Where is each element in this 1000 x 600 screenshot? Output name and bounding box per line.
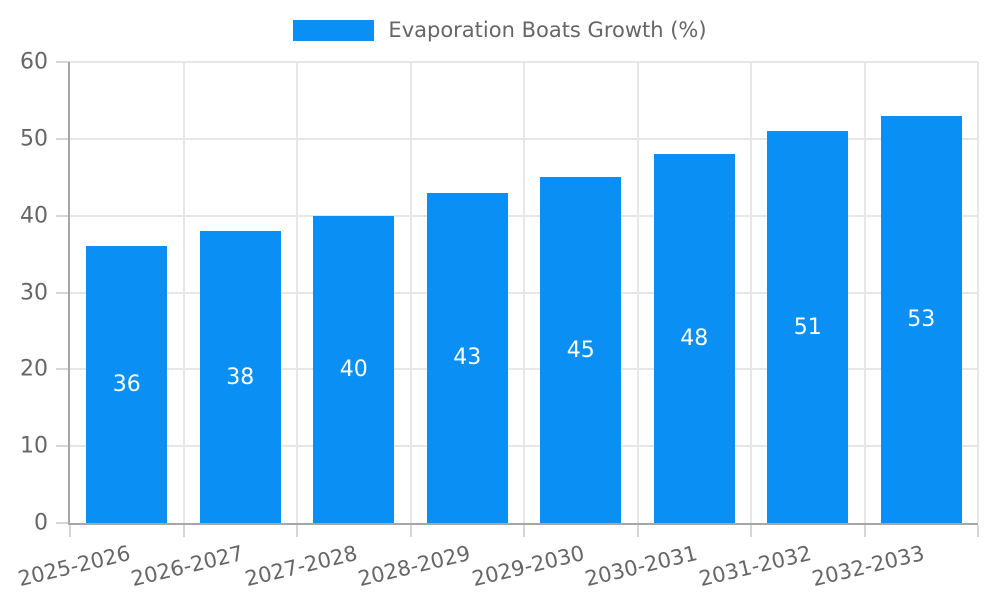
y-axis-tick <box>56 214 70 217</box>
bar: 51 <box>767 131 849 523</box>
y-axis-tick-label: 0 <box>34 510 48 536</box>
gridline-vertical <box>863 62 866 523</box>
x-axis-tick <box>977 525 979 537</box>
x-axis-tick <box>523 525 525 537</box>
y-axis-tick <box>56 368 70 371</box>
bar: 36 <box>86 246 168 523</box>
x-axis-tick <box>750 525 752 537</box>
y-axis-tick <box>56 291 70 294</box>
bar-value-label: 43 <box>453 345 482 371</box>
gridline-vertical <box>636 62 639 523</box>
y-axis-tick <box>56 522 70 524</box>
legend-label: Evaporation Boats Growth (%) <box>388 18 707 42</box>
x-axis-tick <box>636 525 639 537</box>
y-axis-tick-label: 10 <box>20 433 48 459</box>
x-axis-tick <box>296 525 298 537</box>
gridline-vertical <box>523 62 525 523</box>
y-axis-tick-label: 30 <box>20 280 48 305</box>
x-axis-tick <box>863 525 866 537</box>
x-axis-tick <box>409 525 412 537</box>
bar: 53 <box>880 115 962 523</box>
bar-value-label: 38 <box>226 364 255 390</box>
bar-value-label: 36 <box>112 372 141 398</box>
gridline-vertical <box>296 62 298 523</box>
y-axis-tick <box>56 445 70 448</box>
y-axis-tick <box>56 61 70 63</box>
bar-value-label: 45 <box>566 337 595 363</box>
bar-value-label: 48 <box>680 326 709 352</box>
bar-value-label: 53 <box>907 306 936 332</box>
bar: 48 <box>653 154 735 523</box>
bar-value-label: 40 <box>339 356 368 382</box>
gridline-vertical <box>750 62 752 523</box>
gridline-vertical <box>977 62 979 523</box>
gridline-vertical <box>182 62 185 523</box>
y-axis-tick-label: 40 <box>20 203 48 229</box>
bar: 43 <box>426 192 508 523</box>
y-axis-tick-label: 60 <box>20 49 48 75</box>
legend-swatch <box>293 20 375 41</box>
x-axis-tick <box>182 525 185 537</box>
y-axis-tick <box>56 137 70 140</box>
bar: 40 <box>313 215 395 523</box>
bar: 38 <box>199 231 281 523</box>
x-axis-line <box>68 523 978 525</box>
y-axis-line <box>68 62 70 525</box>
plot-area: 36 38 40 43 45 48 51 53 <box>70 61 979 523</box>
y-axis-tick-label: 20 <box>20 356 48 382</box>
gridline-vertical <box>409 62 412 523</box>
y-axis-tick-label: 50 <box>20 126 48 152</box>
bar: 45 <box>540 177 622 523</box>
x-axis-tick <box>69 525 71 537</box>
bar-value-label: 51 <box>793 314 822 340</box>
chart-legend: Evaporation Boats Growth (%) <box>0 20 1000 41</box>
